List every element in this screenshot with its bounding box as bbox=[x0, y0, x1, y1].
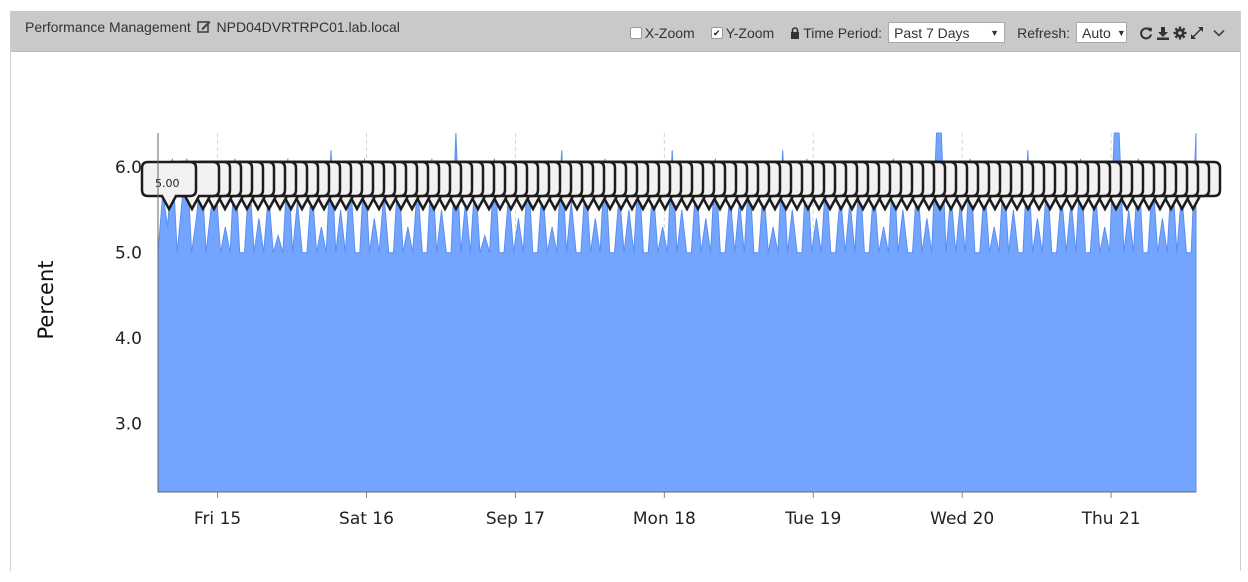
xzoom-box[interactable] bbox=[629, 26, 642, 39]
y-tick-label: 5.0 bbox=[115, 244, 142, 264]
y-axis-label: Percent bbox=[34, 260, 58, 339]
panel-title: Performance Management NPD04DVRTRPC01.la… bbox=[25, 19, 400, 35]
axes: 3.0 4.0 5.0 6.0 Fri 15 Sat 16 Sep 17 Mon 18 Tue … bbox=[115, 133, 1196, 529]
refresh-value: Auto bbox=[1082, 24, 1111, 41]
download-icon[interactable] bbox=[1156, 26, 1170, 40]
y-tick-label: 3.0 bbox=[115, 415, 142, 435]
tooltip-value: 5.00 bbox=[155, 177, 180, 190]
x-tick-label: Mon 18 bbox=[633, 509, 696, 529]
x-tick-label: Fri 15 bbox=[194, 509, 241, 529]
x-tick-label: Tue 19 bbox=[784, 509, 841, 529]
time-period-select[interactable]: Past 7 Days ▼ bbox=[888, 22, 1006, 43]
y-tick-label: 4.0 bbox=[115, 329, 142, 349]
refresh-label: Refresh: bbox=[1017, 24, 1070, 41]
xzoom-label: X-Zoom bbox=[644, 24, 695, 41]
time-period-label: Time Period: bbox=[803, 24, 883, 41]
x-tick-label: Wed 20 bbox=[930, 509, 994, 529]
refresh-icon[interactable] bbox=[1139, 26, 1153, 40]
yzoom-label: Y-Zoom bbox=[725, 24, 775, 41]
gear-icon[interactable] bbox=[1173, 26, 1187, 40]
time-period-value: Past 7 Days bbox=[894, 24, 970, 41]
lock-icon bbox=[791, 26, 800, 39]
refresh-select[interactable]: Auto ▼ bbox=[1076, 22, 1127, 43]
expand-icon[interactable] bbox=[1190, 26, 1204, 40]
x-tick-label: Sat 16 bbox=[339, 509, 394, 529]
collapse-chevron-icon[interactable] bbox=[1212, 26, 1226, 40]
tooltip-bubbles: 5.00 bbox=[140, 160, 1222, 212]
panel-controls: X-Zoom ✔ Y-Zoom Time Period: Past 7 Days… bbox=[629, 22, 1226, 43]
title-text: Performance Management bbox=[25, 19, 191, 35]
yzoom-checkbox[interactable]: ✔ Y-Zoom bbox=[710, 24, 775, 41]
yzoom-box[interactable]: ✔ bbox=[710, 26, 723, 39]
tooltip-bubble bbox=[140, 160, 198, 212]
host-name: NPD04DVRTRPC01.lab.local bbox=[216, 19, 400, 35]
chevron-down-icon: ▼ bbox=[1116, 27, 1126, 38]
xzoom-checkbox[interactable]: X-Zoom bbox=[629, 24, 695, 41]
x-tick-label: Thu 21 bbox=[1081, 509, 1141, 529]
performance-panel: Performance Management NPD04DVRTRPC01.la… bbox=[10, 11, 1241, 571]
chevron-down-icon: ▼ bbox=[990, 27, 1000, 38]
y-tick-label: 6.0 bbox=[115, 158, 142, 178]
panel-header: Performance Management NPD04DVRTRPC01.la… bbox=[11, 11, 1240, 52]
edit-icon[interactable] bbox=[196, 20, 211, 33]
x-tick-label: Sep 17 bbox=[486, 509, 545, 529]
